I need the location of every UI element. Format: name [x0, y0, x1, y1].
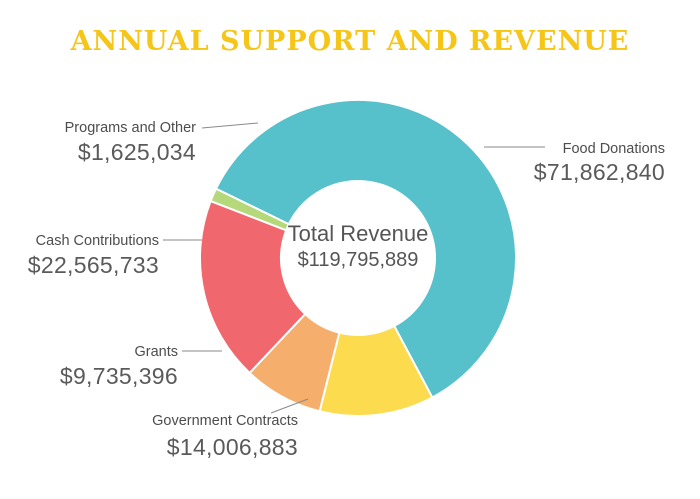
slice-label-cash-contributions: Cash Contributions	[36, 233, 159, 249]
slice-value-grants: $9,735,396	[60, 363, 178, 389]
slice-value-food-donations: $71,862,840	[534, 159, 665, 185]
center-title: Total Revenue	[288, 221, 429, 246]
slice-label-programs-and-other: Programs and Other	[65, 120, 197, 136]
leader-line-programs-and-other	[201, 122, 259, 129]
slice-labels: Food Donations $71,862,840 Government Cont…	[28, 120, 665, 460]
slice-value-programs-and-other: $1,625,034	[78, 139, 196, 165]
slice-cash-contributions	[199, 199, 307, 375]
slice-programs-and-other	[209, 187, 291, 232]
center-value: $119,795,889	[298, 249, 419, 271]
slice-label-government-contracts: Government Contracts	[152, 413, 298, 429]
donut-slices	[199, 99, 517, 417]
leader-line-government-contracts	[270, 398, 309, 414]
slice-label-food-donations: Food Donations	[563, 141, 665, 157]
slice-value-cash-contributions: $22,565,733	[28, 252, 159, 278]
chart-title: ANNUAL SUPPORT AND REVENUE	[70, 26, 630, 57]
slice-label-grants: Grants	[134, 344, 178, 360]
slice-food-donations	[214, 99, 517, 399]
leader-lines	[163, 122, 545, 414]
slice-value-government-contracts: $14,006,883	[167, 434, 298, 460]
